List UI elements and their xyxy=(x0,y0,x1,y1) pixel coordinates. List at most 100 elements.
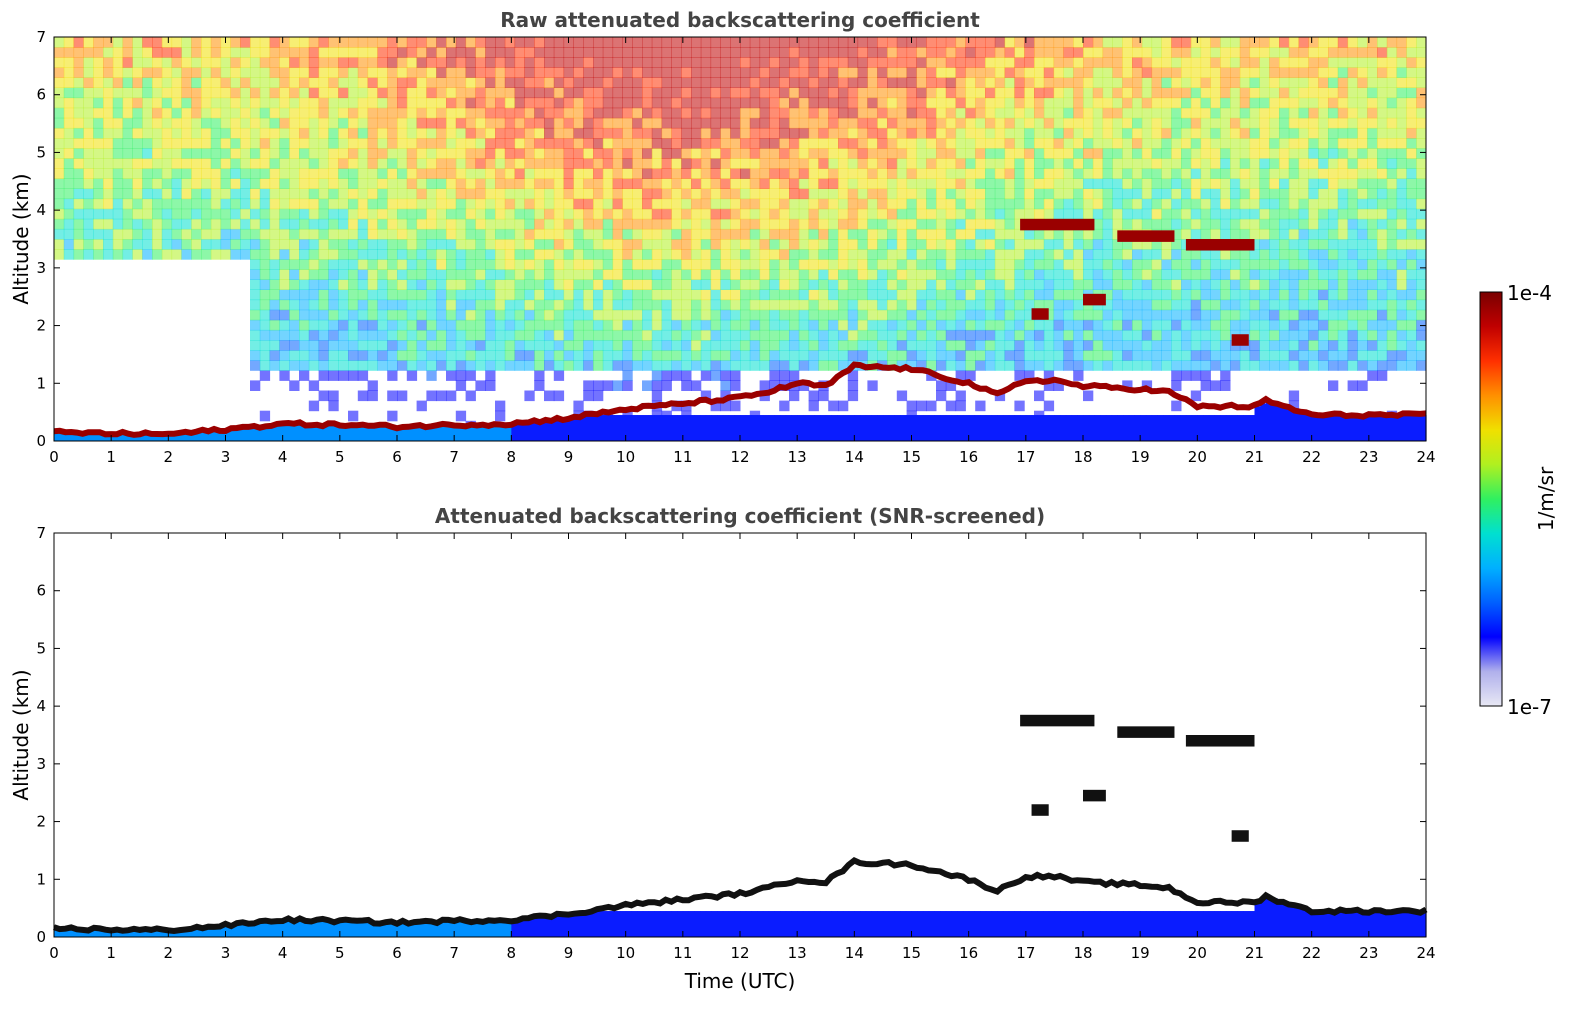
y-tick-label: 0 xyxy=(36,928,46,946)
cloud-layer xyxy=(1117,230,1175,242)
x-tick-label: 17 xyxy=(1016,944,1035,962)
x-tick-label: 24 xyxy=(1416,448,1435,466)
x-tick-label: 9 xyxy=(564,448,574,466)
y-tick-label: 6 xyxy=(36,86,46,104)
x-tick-label: 15 xyxy=(902,944,921,962)
x-tick-label: 6 xyxy=(392,944,402,962)
y-tick-label: 0 xyxy=(36,432,46,450)
cloud-layer xyxy=(1031,804,1049,816)
x-tick-label: 5 xyxy=(335,448,345,466)
x-tick-label: 1 xyxy=(106,448,116,466)
cloud-layer xyxy=(1231,334,1249,346)
near-surface-signal xyxy=(54,400,1427,441)
x-tick-label: 3 xyxy=(221,944,231,962)
x-tick-label: 3 xyxy=(221,448,231,466)
y-tick-label: 2 xyxy=(36,813,46,831)
x-tick-label: 7 xyxy=(449,448,459,466)
x-tick-label: 4 xyxy=(278,448,288,466)
x-tick-label: 10 xyxy=(616,944,635,962)
x-tick-label: 18 xyxy=(1073,448,1092,466)
x-tick-label: 13 xyxy=(788,944,807,962)
x-tick-label: 14 xyxy=(845,944,864,962)
chart-title-raw: Raw attenuated backscattering coefficien… xyxy=(500,8,980,32)
x-tick-label: 19 xyxy=(1131,448,1150,466)
x-axis-label: Time (UTC) xyxy=(684,969,796,993)
x-tick-label: 18 xyxy=(1073,944,1092,962)
x-tick-label: 13 xyxy=(788,448,807,466)
x-tick-label: 12 xyxy=(730,448,749,466)
x-tick-label: 6 xyxy=(392,448,402,466)
x-tick-label: 22 xyxy=(1302,448,1321,466)
y-tick-label: 3 xyxy=(36,755,46,773)
y-tick-label: 7 xyxy=(36,28,46,46)
cloud-layer xyxy=(1020,218,1095,231)
x-tick-label: 12 xyxy=(730,944,749,962)
cloud-layer xyxy=(1031,308,1049,320)
cloud-layer xyxy=(1083,293,1106,306)
x-tick-label: 23 xyxy=(1359,448,1378,466)
x-tick-label: 2 xyxy=(164,448,174,466)
x-tick-label: 7 xyxy=(449,944,459,962)
y-tick-label: 2 xyxy=(36,317,46,335)
y-tick-label: 1 xyxy=(36,374,46,392)
axis-ticks: 0 1 2 3 4 5 6 7 8 9 10 11 12 13 14 15 16 17 18 19 20 21 22 23 24… xyxy=(36,28,1435,466)
x-tick-label: 24 xyxy=(1416,944,1435,962)
boundary-layer-line xyxy=(53,361,1427,438)
colorbar-unit-label: 1/m/sr xyxy=(1534,466,1558,531)
cloud-layer xyxy=(1185,735,1255,747)
x-tick-label: 8 xyxy=(507,448,517,466)
x-tick-label: 23 xyxy=(1359,944,1378,962)
x-tick-label: 22 xyxy=(1302,944,1321,962)
x-tick-label: 15 xyxy=(902,448,921,466)
y-tick-label: 4 xyxy=(36,697,46,715)
x-tick-label: 5 xyxy=(335,944,345,962)
screened-backscatter-panel: 0 1 2 3 4 5 6 7 8 9 10 11 12 13 14 15 16 17 18 19 20 21 22 23 24… xyxy=(9,524,1436,993)
y-tick-label: 6 xyxy=(36,582,46,600)
cloud-layer xyxy=(1117,726,1175,738)
colorbar-max-label: 1e-4 xyxy=(1507,281,1552,305)
y-tick-label: 1 xyxy=(36,870,46,888)
x-tick-label: 11 xyxy=(673,944,692,962)
x-tick-label: 9 xyxy=(564,944,574,962)
near-surface-signal xyxy=(54,896,1427,937)
x-tick-label: 0 xyxy=(49,448,59,466)
x-tick-label: 16 xyxy=(959,448,978,466)
x-tick-label: 16 xyxy=(959,944,978,962)
x-tick-label: 20 xyxy=(1188,448,1207,466)
x-tick-label: 10 xyxy=(616,448,635,466)
chart-title-screened: Attenuated backscattering coefficient (S… xyxy=(434,504,1046,528)
x-tick-label: 17 xyxy=(1016,448,1035,466)
cloud-layer xyxy=(1185,239,1255,251)
x-tick-label: 21 xyxy=(1245,944,1264,962)
cloud-layer xyxy=(1231,830,1249,842)
y-tick-label: 3 xyxy=(36,259,46,277)
y-tick-label: 4 xyxy=(36,201,46,219)
noise-background xyxy=(54,37,1427,432)
x-tick-label: 11 xyxy=(673,448,692,466)
x-tick-label: 20 xyxy=(1188,944,1207,962)
x-tick-label: 21 xyxy=(1245,448,1264,466)
boundary-layer-line xyxy=(53,857,1428,935)
x-tick-label: 19 xyxy=(1131,944,1150,962)
raw-heatmap-image xyxy=(53,37,1427,441)
y-axis-label: Altitude (km) xyxy=(9,669,33,800)
y-tick-label: 5 xyxy=(36,143,46,161)
x-tick-label: 8 xyxy=(507,944,517,962)
x-tick-label: 4 xyxy=(278,944,288,962)
colorbar: 1e-4 1e-7 1/m/sr xyxy=(1479,281,1558,719)
cloud-layer xyxy=(1020,714,1095,727)
y-tick-label: 7 xyxy=(36,524,46,542)
x-tick-label: 0 xyxy=(49,944,59,962)
y-tick-label: 5 xyxy=(36,639,46,657)
x-tick-label: 1 xyxy=(106,944,116,962)
axis-ticks: 0 1 2 3 4 5 6 7 8 9 10 11 12 13 14 15 16 17 18 19 20 21 22 23 24… xyxy=(36,524,1435,962)
raw-backscatter-panel: 0 1 2 3 4 5 6 7 8 9 10 11 12 13 14 15 16 17 18 19 20 21 22 23 24… xyxy=(9,28,1436,466)
y-axis-label: Altitude (km) xyxy=(9,173,33,304)
x-tick-label: 14 xyxy=(845,448,864,466)
x-tick-label: 2 xyxy=(164,944,174,962)
cloud-layer xyxy=(1083,789,1106,802)
screened-heatmap-image xyxy=(53,714,1428,937)
colorbar-min-label: 1e-7 xyxy=(1507,695,1552,719)
colorbar-gradient xyxy=(1479,291,1503,707)
